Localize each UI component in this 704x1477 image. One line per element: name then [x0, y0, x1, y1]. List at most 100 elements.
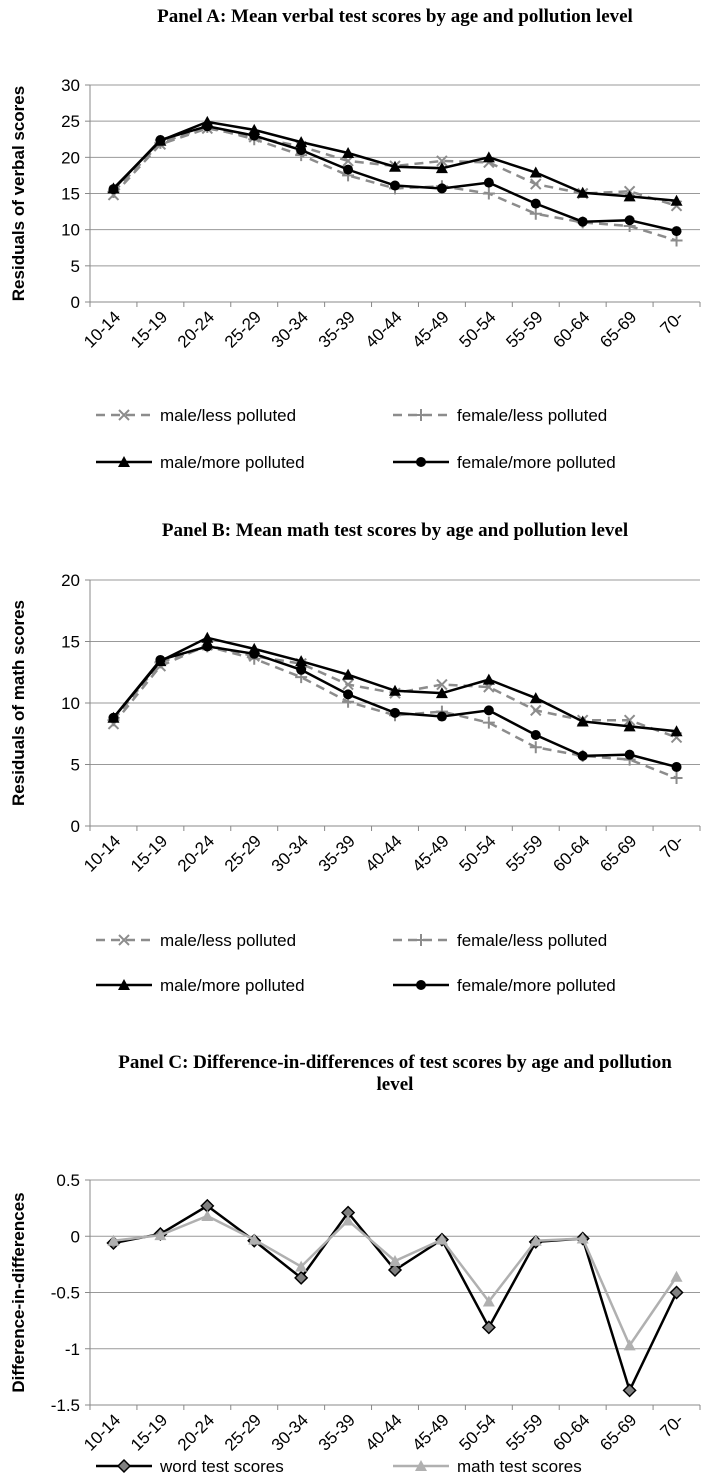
- marker: [483, 705, 494, 716]
- marker: [342, 668, 355, 680]
- x-tick-label: 70-: [657, 1410, 688, 1441]
- series-line: [112, 124, 677, 233]
- x-tick-label: 20-24: [174, 1410, 218, 1454]
- x-tick-label: 10-14: [80, 1410, 124, 1454]
- marker-shape: [390, 180, 400, 191]
- marker: [530, 704, 542, 717]
- marker-shape: [416, 457, 426, 467]
- x-tick-label: 35-39: [315, 831, 359, 875]
- marker-shape: [530, 178, 542, 190]
- x-tick-label: 70-: [657, 307, 688, 338]
- marker-shape: [342, 678, 354, 691]
- marker: [670, 194, 683, 206]
- marker: [389, 1255, 401, 1266]
- marker: [435, 687, 448, 699]
- legend-label: female/more polluted: [457, 453, 616, 472]
- marker-shape: [482, 151, 495, 163]
- marker: [529, 1234, 542, 1246]
- marker-shape: [529, 1234, 542, 1246]
- marker: [201, 631, 214, 643]
- marker: [623, 190, 636, 202]
- legend-label: math test scores: [457, 1457, 582, 1476]
- marker-shape: [416, 980, 426, 990]
- marker: [390, 180, 400, 191]
- marker-shape: [387, 1262, 403, 1278]
- marker-shape: [482, 716, 495, 729]
- marker-shape: [118, 934, 130, 946]
- legend-label: female/less polluted: [457, 931, 607, 950]
- marker: [389, 160, 401, 172]
- marker: [623, 720, 636, 732]
- marker-shape: [669, 1285, 684, 1300]
- x-tick-label: 45-49: [409, 831, 453, 875]
- marker: [436, 183, 447, 194]
- marker-shape: [436, 711, 447, 722]
- marker-shape: [415, 409, 427, 421]
- marker: [435, 162, 448, 174]
- marker: [576, 1232, 589, 1244]
- marker-shape: [435, 1233, 448, 1245]
- marker-shape: [295, 1260, 308, 1272]
- marker: [107, 1234, 120, 1246]
- marker: [670, 1270, 683, 1282]
- x-tick-label: 20-24: [174, 307, 218, 351]
- marker: [295, 1260, 308, 1272]
- marker-shape: [670, 725, 683, 737]
- marker-shape: [671, 226, 682, 237]
- x-tick-label: 25-29: [221, 1410, 265, 1454]
- marker-shape: [342, 668, 355, 680]
- marker: [530, 178, 542, 190]
- marker-shape: [670, 194, 683, 206]
- marker-shape: [201, 1210, 214, 1221]
- marker: [435, 1233, 448, 1245]
- x-tick-label: 65-69: [596, 1410, 640, 1454]
- x-tick-label: 30-34: [268, 307, 312, 351]
- x-tick-label: 65-69: [596, 831, 640, 875]
- marker-shape: [576, 715, 589, 727]
- marker: [248, 1233, 261, 1245]
- marker-shape: [624, 215, 635, 226]
- marker: [576, 186, 589, 198]
- marker-shape: [577, 750, 588, 761]
- legend-label: male/more polluted: [160, 453, 305, 472]
- marker-shape: [108, 184, 119, 195]
- marker: [343, 689, 354, 700]
- x-tick-label: 35-39: [315, 307, 359, 351]
- marker: [201, 1210, 214, 1221]
- marker: [482, 1295, 495, 1307]
- marker: [624, 215, 635, 226]
- marker-shape: [295, 136, 308, 148]
- marker: [483, 177, 494, 188]
- marker-shape: [248, 1233, 261, 1245]
- y-tick-label: 0: [71, 293, 80, 312]
- marker: [481, 1320, 496, 1335]
- legend-label: female/less polluted: [457, 406, 607, 425]
- x-tick-label: 10-14: [80, 831, 124, 875]
- marker: [155, 134, 166, 145]
- marker: [482, 673, 495, 685]
- marker: [529, 207, 542, 220]
- marker: [296, 145, 307, 156]
- marker: [576, 715, 589, 727]
- x-tick-label: 15-19: [127, 831, 171, 875]
- x-tick-label: 25-29: [221, 831, 265, 875]
- marker: [671, 761, 682, 772]
- y-axis-label: Residuals of verbal scores: [9, 86, 28, 301]
- marker-shape: [342, 1214, 355, 1226]
- marker: [623, 714, 636, 726]
- marker: [116, 1458, 132, 1474]
- y-tick-label: 25: [61, 112, 80, 131]
- x-tick-label: 20-24: [174, 831, 218, 875]
- marker: [529, 692, 542, 704]
- x-tick-label: 55-59: [502, 831, 546, 875]
- marker: [389, 684, 401, 696]
- marker: [415, 1460, 427, 1471]
- x-tick-label: 45-49: [409, 1410, 453, 1454]
- y-tick-label: 0: [71, 1227, 80, 1246]
- marker: [669, 1285, 684, 1300]
- marker-shape: [623, 190, 636, 202]
- marker: [416, 980, 426, 990]
- marker: [108, 712, 119, 723]
- marker-shape: [670, 1270, 683, 1282]
- marker: [118, 409, 130, 421]
